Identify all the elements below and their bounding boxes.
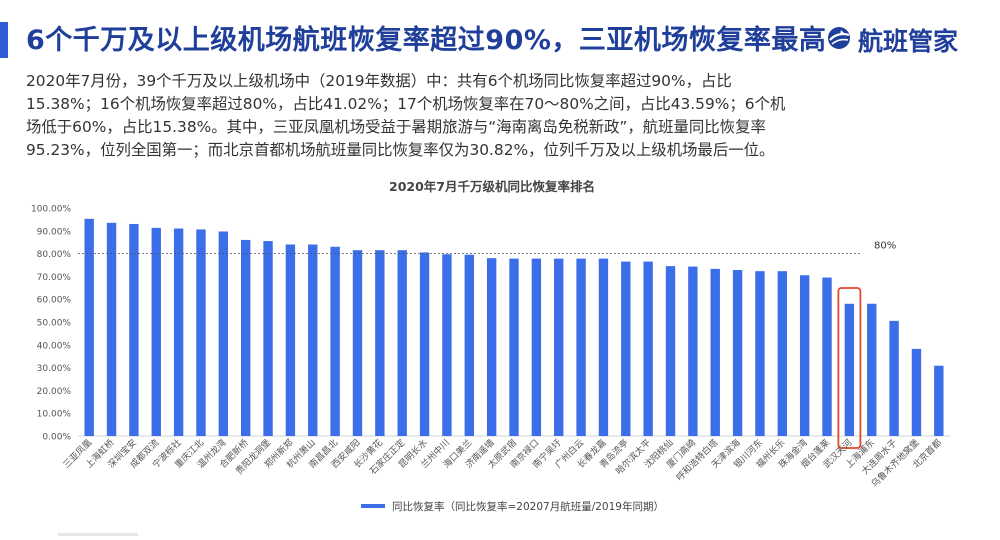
title-accent-bar [0, 22, 8, 58]
bar [531, 258, 542, 436]
bar [777, 271, 788, 436]
y-tick-label: 100.00% [31, 205, 71, 215]
bar [710, 268, 720, 436]
y-tick-label: 0.00% [42, 433, 71, 443]
legend-label: 同比恢复率（同比恢复率=20207月航班量/2019年同期） [392, 500, 664, 513]
bar [822, 277, 832, 436]
paragraph-line: 场低于60%，占比15.38%。其中，三亚凤凰机场受益于暑期旅游与“海南离岛免税… [26, 118, 766, 136]
bar [263, 241, 273, 436]
bar [688, 266, 698, 436]
footnote-smudge [58, 533, 138, 536]
bar [442, 254, 452, 436]
y-tick-label: 30.00% [37, 364, 72, 374]
bar [486, 258, 497, 436]
bar [755, 271, 765, 436]
bar [576, 258, 586, 436]
y-tick-label: 70.00% [37, 273, 72, 283]
brand-logo: 航班管家 [826, 22, 958, 58]
recovery-rate-bar-chart: 2020年7月千万级机同比恢复率排名 0.00% 10.00% 20.00% 30.0… [31, 179, 950, 513]
bar [196, 229, 206, 436]
x-axis-labels: 三亚凤凰上海虹桥深圳宝安成都双流宁波栎社重庆江北温州龙湾合肥新桥贵阳龙洞堡郑州新… [61, 437, 944, 490]
bar [509, 258, 519, 436]
y-tick-label: 20.00% [37, 387, 72, 397]
summary-paragraph: 2020年7月份，39个千万及以上级机场中（2019年数据）中：共有6个机场同比… [26, 70, 816, 162]
logo-text: 航班管家 [857, 27, 958, 56]
bar [554, 258, 564, 436]
bar [867, 303, 877, 436]
bar-series [84, 218, 944, 449]
highlight-box [837, 287, 862, 449]
y-tick-label: 60.00% [37, 296, 72, 306]
bar [799, 275, 810, 436]
bar [352, 250, 363, 436]
paragraph-line: 2020年7月份，39个千万及以上级机场中（2019年数据）中：共有6个机场同比… [26, 72, 732, 90]
y-tick-label: 50.00% [37, 319, 72, 329]
y-tick-label: 10.00% [37, 410, 72, 420]
bar [643, 261, 653, 436]
bar [397, 250, 407, 436]
legend: 同比恢复率（同比恢复率=20207月航班量/2019年同期） [361, 500, 664, 513]
bar [732, 270, 743, 436]
bar [665, 266, 676, 436]
bar [330, 246, 340, 436]
bar [621, 261, 631, 436]
legend-swatch [361, 504, 385, 508]
y-tick-label: 90.00% [37, 227, 72, 237]
bar [240, 239, 251, 436]
bar [844, 303, 855, 436]
paragraph-line: 95.23%，位列全国第一；而北京首都机场航班量同比恢复率仅为30.82%，位列… [26, 141, 775, 159]
paragraph-line: 15.38%；16个机场恢复率超过80%，占比41.02%；17个机场恢复率在7… [26, 95, 786, 113]
bar [934, 365, 944, 436]
bar [218, 231, 229, 436]
bar [598, 258, 609, 436]
bar [308, 244, 318, 436]
bar [419, 252, 430, 436]
globe-plane-icon [826, 25, 852, 55]
bar [173, 228, 184, 436]
bar [151, 227, 161, 436]
page-title: 6个千万及以上级机场航班恢复率超过90%，三亚机场恢复率最高 [26, 25, 827, 56]
bar [106, 222, 117, 436]
reference-line-group: 80% [78, 241, 896, 254]
y-tick-label: 40.00% [37, 341, 72, 351]
bar [129, 223, 139, 436]
bar [285, 244, 296, 436]
bar [464, 254, 474, 436]
bar [84, 218, 94, 436]
reference-line-label: 80% [874, 241, 896, 252]
bar [375, 250, 385, 436]
bar [911, 348, 922, 436]
chart-title: 2020年7月千万级机同比恢复率排名 [389, 179, 595, 194]
bar [889, 320, 899, 436]
y-tick-label: 80.00% [37, 250, 72, 260]
